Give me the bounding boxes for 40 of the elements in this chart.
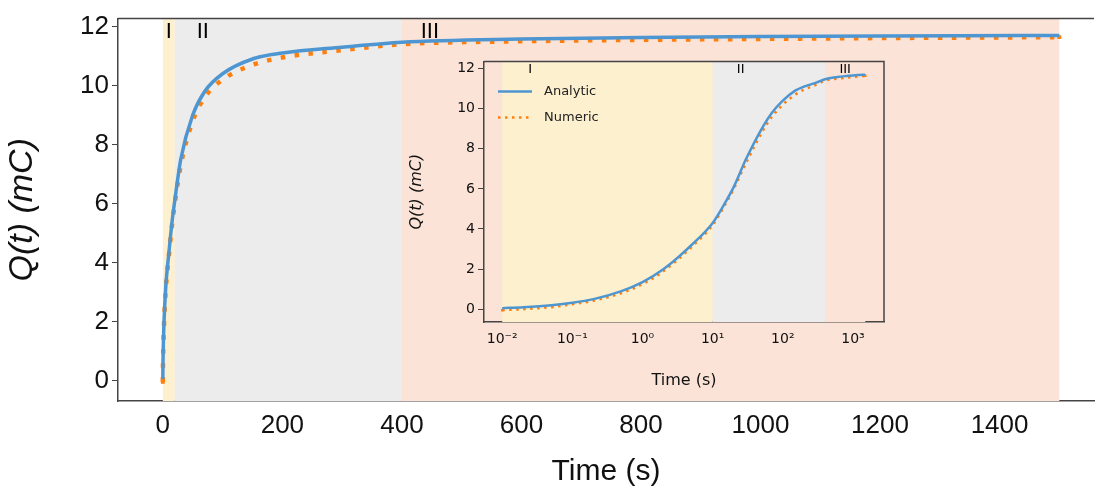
x-tick-label: 1400 [970, 408, 1029, 439]
x-tick-label: 10⁻¹ [556, 330, 588, 347]
x-tick-label: 10² [771, 330, 795, 347]
x-tick-label: 1200 [851, 408, 909, 439]
x-tick-label: 10³ [841, 330, 865, 347]
y-tick-label: 10 [80, 68, 109, 99]
x-tick-label: 10¹ [700, 330, 725, 347]
legend-label: Analytic [544, 82, 597, 98]
x-tick-label: 10⁻² [486, 330, 518, 347]
x-tick-label: 1000 [731, 408, 790, 439]
y-tick-label: 8 [94, 127, 109, 158]
x-tick-label: 0 [155, 408, 171, 439]
x-axis-title: Time (s) [551, 453, 661, 487]
y-axis-title: Q(t) (mC) [0, 138, 39, 282]
x-axis-title: Time (s) [650, 369, 717, 389]
y-axis-title: Q(t) (mC) [405, 153, 425, 230]
band-label: I [165, 17, 172, 43]
band-label: II [736, 61, 745, 77]
band-label: I [528, 61, 533, 77]
band-label: III [839, 61, 851, 77]
band-label: III [420, 17, 440, 43]
band-label: II [196, 17, 209, 43]
x-tick-label: 400 [380, 408, 424, 439]
y-tick-label: 4 [94, 245, 109, 276]
legend-label: Numeric [544, 108, 599, 124]
y-tick-label: 12 [80, 9, 109, 40]
y-tick-label: 8 [466, 139, 475, 156]
x-tick-label: 200 [260, 408, 305, 439]
x-tick-label: 600 [499, 408, 544, 439]
y-tick-label: 4 [466, 219, 476, 236]
y-tick-label: 0 [466, 299, 475, 316]
y-tick-label: 2 [94, 304, 109, 335]
y-tick-label: 12 [457, 59, 475, 76]
x-tick-label: 800 [619, 408, 663, 439]
y-tick-label: 10 [457, 99, 475, 116]
y-tick-label: 0 [94, 363, 109, 394]
y-tick-label: 6 [466, 179, 476, 196]
y-tick-label: 6 [94, 186, 109, 217]
y-tick-label: 2 [466, 259, 475, 276]
x-tick-label: 10⁰ [630, 330, 655, 347]
